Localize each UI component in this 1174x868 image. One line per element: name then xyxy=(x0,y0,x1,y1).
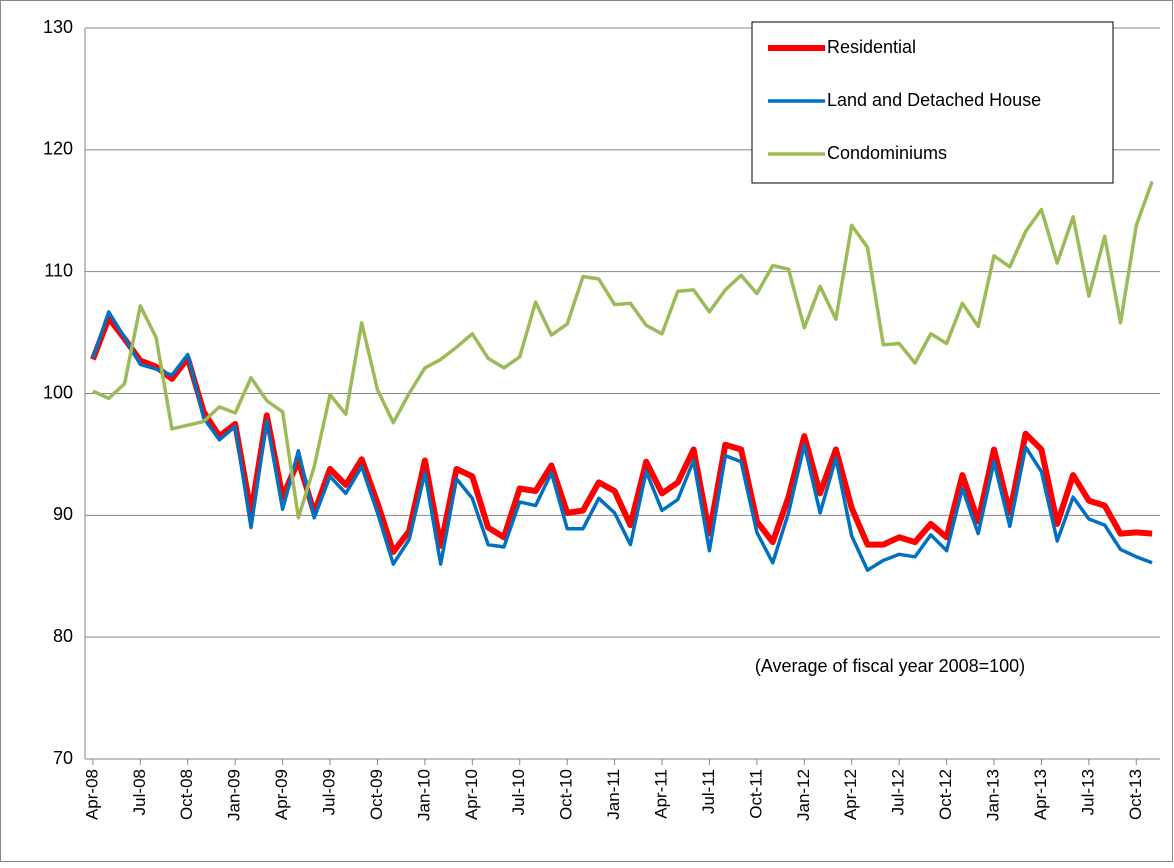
y-tick-label: 130 xyxy=(43,17,73,37)
x-tick-label: Jan-12 xyxy=(794,769,813,821)
x-tick-label: Jan-11 xyxy=(604,769,623,820)
x-tick-label: Jan-13 xyxy=(983,769,1002,821)
x-tick-label: Apr-09 xyxy=(272,769,291,820)
y-tick-label: 80 xyxy=(53,626,73,646)
series-line xyxy=(91,310,1153,572)
series-line xyxy=(92,180,1154,520)
x-tick-label: Jan-10 xyxy=(414,769,433,821)
legend-label: Land and Detached House xyxy=(827,90,1041,110)
legend-label: Condominiums xyxy=(827,143,947,163)
y-tick-label: 120 xyxy=(43,139,73,159)
x-tick-label: Oct-13 xyxy=(1126,769,1145,820)
x-tick-label: Jul-11 xyxy=(699,769,718,814)
x-tick-label: Jul-10 xyxy=(509,769,528,815)
x-tick-label: Jul-09 xyxy=(320,769,339,815)
x-tick-label: Jul-12 xyxy=(889,769,908,815)
x-tick-label: Oct-09 xyxy=(367,769,386,820)
annotation: (Average of fiscal year 2008=100) xyxy=(755,656,1025,676)
x-tick-label: Apr-10 xyxy=(462,769,481,820)
x-tick-label: Oct-08 xyxy=(177,769,196,820)
y-tick-label: 90 xyxy=(53,504,73,524)
x-tick-label: Apr-12 xyxy=(841,769,860,820)
x-tick-label: Oct-10 xyxy=(557,769,576,820)
x-tick-label: Jan-09 xyxy=(225,769,244,821)
x-tick-label: Oct-12 xyxy=(936,769,955,820)
y-tick-label: 70 xyxy=(53,748,73,768)
x-tick-label: Jul-13 xyxy=(1078,769,1097,815)
x-tick-label: Oct-11 xyxy=(746,769,765,819)
y-tick-label: 100 xyxy=(43,382,73,402)
x-tick-label: Apr-08 xyxy=(82,769,101,820)
x-tick-label: Apr-11 xyxy=(652,769,671,819)
legend-label: Residential xyxy=(827,37,916,57)
x-tick-label: Apr-13 xyxy=(1031,769,1050,820)
x-tick-label: Jul-08 xyxy=(130,769,149,815)
y-tick-label: 110 xyxy=(44,260,73,280)
